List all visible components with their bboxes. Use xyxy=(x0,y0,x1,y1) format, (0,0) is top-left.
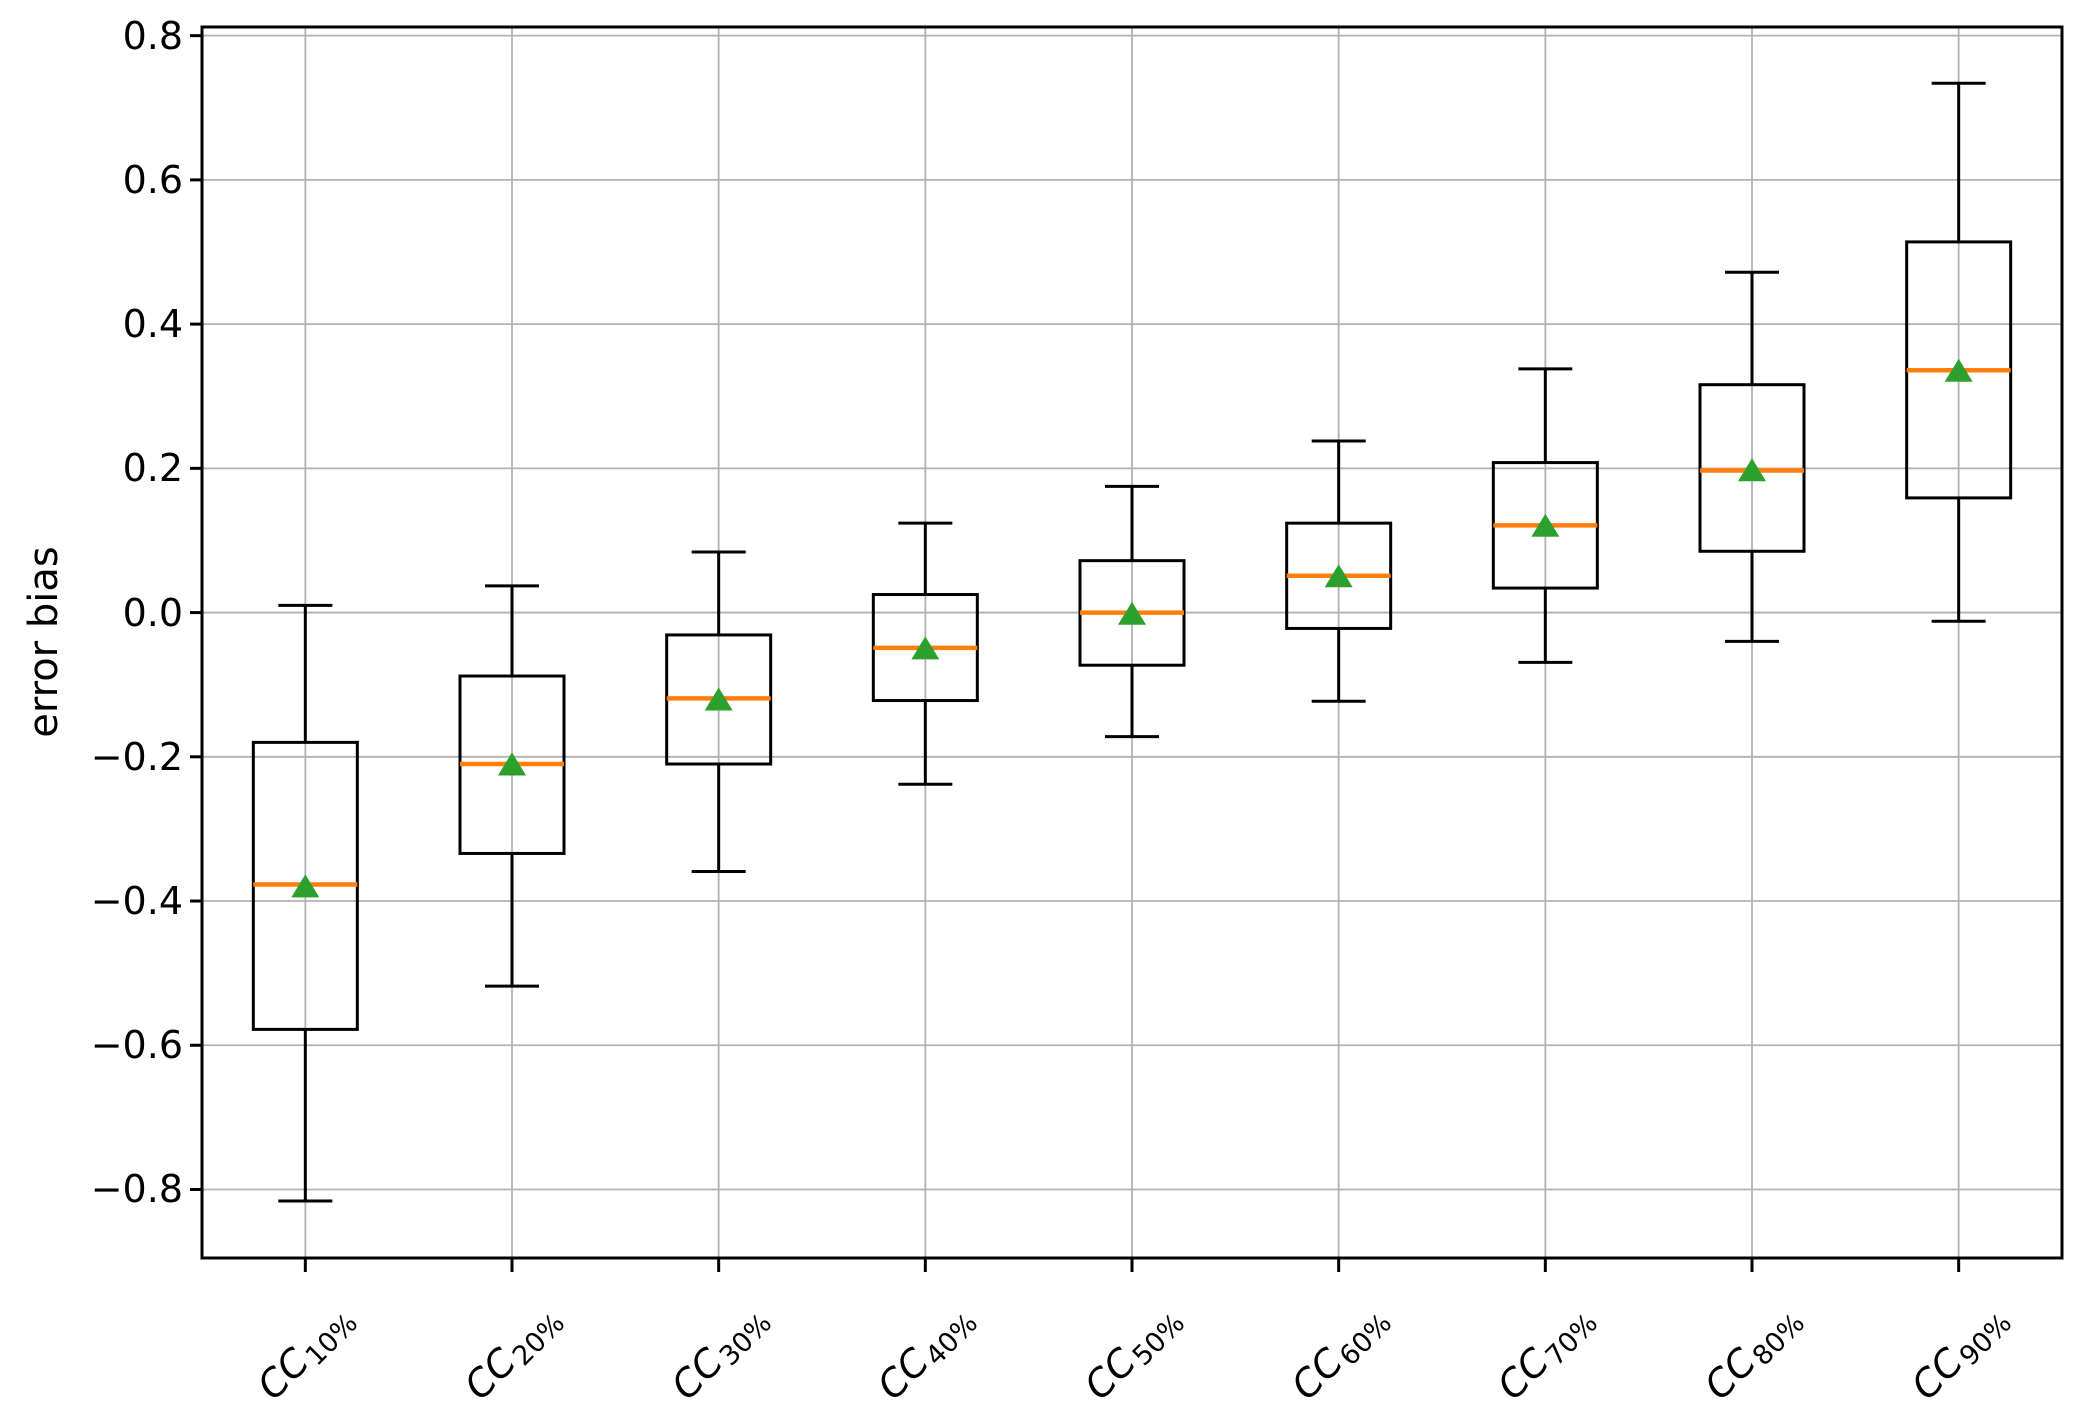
mean-marker xyxy=(291,874,320,898)
mean-marker xyxy=(704,687,733,711)
mean-marker xyxy=(1324,564,1353,588)
mean-marker xyxy=(498,752,526,776)
plot-border xyxy=(200,25,2064,1260)
iqr-box xyxy=(1698,383,1806,553)
mean-marker xyxy=(1738,458,1766,482)
mean-marker xyxy=(1531,513,1560,537)
mean-marker xyxy=(1118,601,1146,625)
mean-marker xyxy=(911,636,940,660)
mean-marker xyxy=(1944,358,1973,382)
